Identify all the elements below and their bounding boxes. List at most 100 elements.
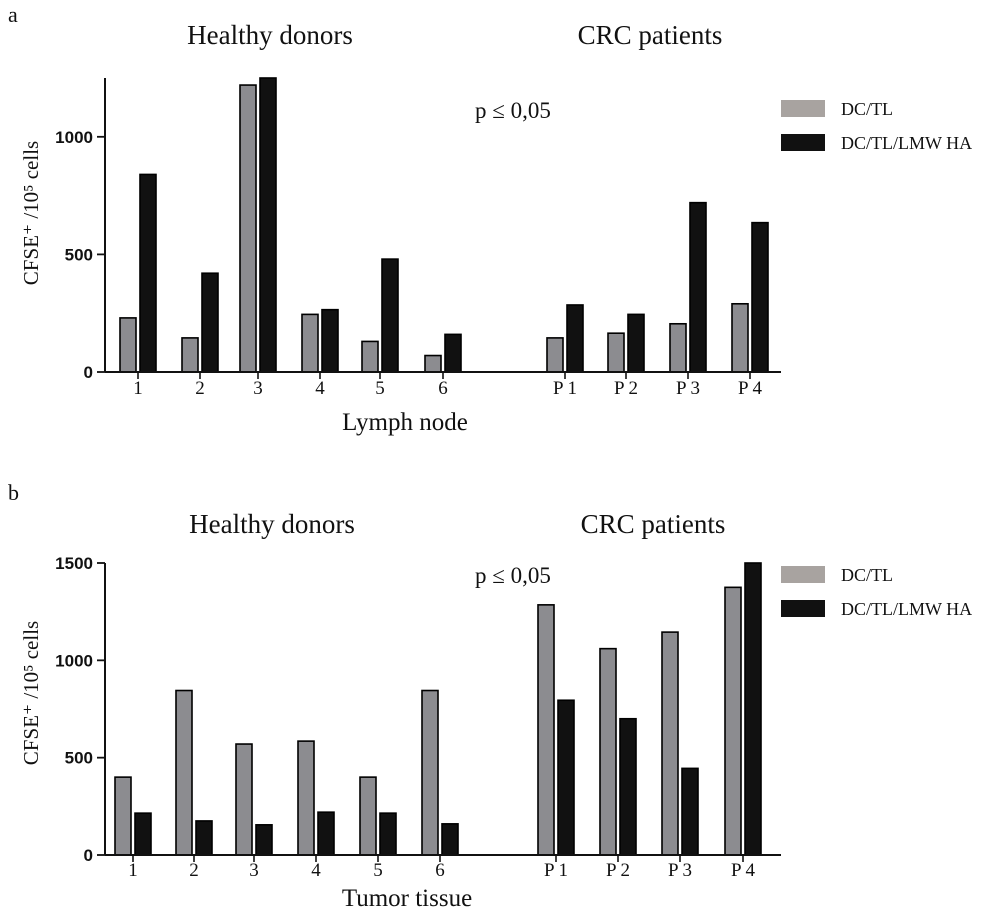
legend-label-dc-tl: DC/TL	[841, 565, 893, 585]
bar-dc-tl-p3	[661, 631, 679, 856]
bar-dc-tl-lmw-ha-p4	[751, 221, 769, 373]
legend-swatch-dc-tl-lmw-ha	[781, 600, 825, 617]
bar-dc-tl-lmw-ha-4	[317, 811, 335, 856]
y-tick-label: 1000	[55, 128, 93, 147]
bar-dc-tl-5	[359, 776, 377, 856]
bar-dc-tl-p1	[537, 604, 555, 856]
axes	[104, 78, 781, 373]
bar-dc-tl-lmw-ha-p3	[689, 201, 707, 373]
x-ticks: 1 2 3 4 5 6 P 1 P 2 P 3 P 4	[128, 855, 756, 881]
group-title-crc: CRC patients	[581, 509, 726, 539]
bar-dc-tl-lmw-ha-6	[441, 823, 459, 856]
bar-dc-tl-lmw-ha-3	[259, 77, 277, 373]
x-ticks: 1 2 3 4 5 6 P 1 P 2 P 3 P 4	[133, 372, 763, 399]
x-tick-label: P 3	[668, 860, 692, 881]
legend-swatch-dc-tl-lmw-ha	[781, 134, 825, 151]
bar-dc-tl-4	[297, 740, 315, 856]
bar-dc-tl-4	[301, 313, 319, 373]
bar-dc-tl-6	[424, 354, 442, 373]
x-axis-label: Tumor tissue	[342, 885, 472, 910]
x-tick-label: P 1	[553, 378, 577, 399]
axes	[104, 563, 781, 856]
x-tick-label: P 4	[731, 860, 756, 881]
legend-label-dc-tl-lmw-ha: DC/TL/LMW HA	[841, 599, 972, 619]
x-tick-label: 3	[249, 860, 259, 881]
bar-dc-tl-p4	[724, 586, 742, 856]
y-tick-label: 1500	[55, 554, 93, 573]
bar-dc-tl-2	[181, 337, 199, 373]
x-tick-label: 6	[435, 860, 445, 881]
x-tick-label: 1	[133, 378, 143, 399]
bar-dc-tl-lmw-ha-p1	[566, 304, 584, 373]
bar-dc-tl-6	[421, 689, 439, 856]
bar-dc-tl-lmw-ha-4	[321, 308, 339, 373]
legend-label-dc-tl-lmw-ha: DC/TL/LMW HA	[841, 133, 972, 153]
x-tick-label: 5	[375, 378, 385, 399]
y-ticks: 0 500 1000	[55, 128, 105, 382]
bar-dc-tl-lmw-ha-1	[139, 173, 157, 373]
y-axis-label: CFSE⁺ /10⁵ cells	[19, 141, 43, 285]
x-axis-label: Lymph node	[342, 409, 468, 436]
bar-dc-tl-lmw-ha-p3	[681, 767, 699, 856]
x-tick-label: 2	[189, 860, 199, 881]
bar-dc-tl-2	[175, 689, 193, 856]
bar-dc-tl-3	[239, 84, 257, 373]
y-tick-label: 1000	[55, 651, 93, 670]
x-tick-label: P 1	[544, 860, 568, 881]
x-tick-label: P 2	[614, 378, 638, 399]
bar-dc-tl-p2	[607, 332, 625, 373]
bar-dc-tl-1	[114, 776, 132, 856]
bar-dc-tl-lmw-ha-6	[444, 333, 462, 373]
bar-dc-tl-p4	[731, 302, 749, 373]
legend-swatch-dc-tl	[781, 100, 825, 117]
x-tick-label: 3	[253, 378, 263, 399]
bar-dc-tl-lmw-ha-p4	[744, 562, 762, 856]
bar-dc-tl-3	[235, 743, 253, 856]
legend-swatch-dc-tl	[781, 566, 825, 583]
legend-label-dc-tl: DC/TL	[841, 99, 893, 119]
legend: DC/TL DC/TL/LMW HA	[781, 99, 972, 153]
y-tick-label: 500	[65, 245, 93, 264]
bar-dc-tl-lmw-ha-3	[255, 824, 273, 856]
bar-dc-tl-5	[361, 340, 379, 373]
bar-dc-tl-lmw-ha-1	[134, 812, 152, 856]
bar-dc-tl-p3	[669, 322, 687, 373]
bar-dc-tl-lmw-ha-5	[379, 812, 397, 856]
x-tick-label: P 2	[606, 860, 630, 881]
x-tick-label: 2	[195, 378, 205, 399]
bars	[119, 77, 769, 373]
y-tick-label: 500	[65, 749, 93, 768]
x-tick-label: 6	[438, 378, 448, 399]
p-value-annotation: p ≤ 0,05	[475, 98, 551, 123]
x-tick-label: P 4	[738, 378, 763, 399]
bars	[114, 562, 762, 856]
panel-b: b Healthy donors CRC patients p ≤ 0,05 0…	[8, 480, 972, 910]
group-title-healthy: Healthy donors	[189, 509, 355, 539]
bar-dc-tl-lmw-ha-2	[201, 272, 219, 373]
group-title-crc: CRC patients	[578, 20, 723, 50]
bar-dc-tl-lmw-ha-p2	[619, 717, 637, 856]
p-value-annotation: p ≤ 0,05	[475, 563, 551, 588]
bar-dc-tl-p1	[546, 337, 564, 373]
y-tick-label: 0	[84, 363, 93, 382]
bar-dc-tl-p2	[599, 647, 617, 856]
x-tick-label: 5	[373, 860, 383, 881]
legend: DC/TL DC/TL/LMW HA	[781, 565, 972, 619]
x-tick-label: 1	[128, 860, 138, 881]
bar-dc-tl-lmw-ha-p1	[557, 699, 575, 856]
bar-dc-tl-lmw-ha-5	[381, 258, 399, 373]
panel-a: a Healthy donors CRC patients p ≤ 0,05 0…	[8, 2, 972, 436]
panel-letter: b	[8, 480, 19, 505]
bar-dc-tl-1	[119, 317, 137, 373]
bar-dc-tl-lmw-ha-p2	[627, 313, 645, 373]
y-axis-label: CFSE⁺ /10⁵ cells	[19, 621, 43, 765]
bar-dc-tl-lmw-ha-2	[195, 820, 213, 856]
x-tick-label: P 3	[676, 378, 700, 399]
panel-letter: a	[8, 2, 18, 27]
x-tick-label: 4	[311, 860, 321, 881]
group-title-healthy: Healthy donors	[187, 20, 353, 50]
y-tick-label: 0	[84, 846, 93, 865]
x-tick-label: 4	[315, 378, 325, 399]
y-ticks: 0 500 1000 1500	[55, 554, 105, 865]
